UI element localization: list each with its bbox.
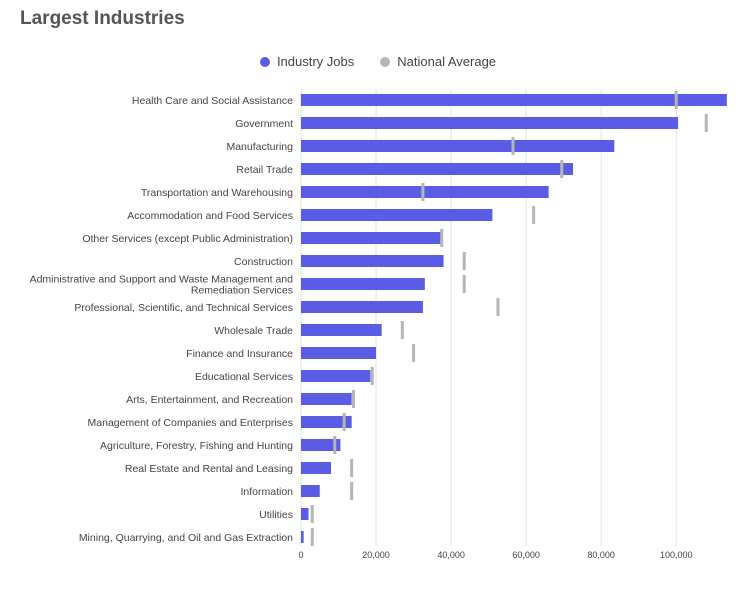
category-label: Government — [235, 118, 293, 130]
x-tick-label: 100,000 — [660, 550, 693, 560]
industry-jobs-bar — [301, 416, 352, 428]
x-tick-label: 80,000 — [587, 550, 615, 560]
industry-jobs-bar — [301, 232, 442, 244]
national-average-marker — [342, 413, 346, 431]
page-title: Largest Industries — [20, 8, 185, 29]
category-label: Agriculture, Forestry, Fishing and Hunti… — [100, 440, 293, 452]
industry-jobs-bar — [301, 324, 382, 336]
national-average-marker — [310, 528, 314, 546]
industry-jobs-bar — [301, 439, 341, 451]
national-average-marker — [462, 275, 466, 293]
industry-jobs-bar — [301, 301, 423, 313]
national-average-marker — [412, 344, 416, 362]
national-average-marker — [421, 183, 425, 201]
category-label: Educational Services — [195, 371, 293, 383]
industry-jobs-bar — [301, 370, 371, 382]
legend-swatch-national-average — [380, 56, 391, 67]
legend-label-industry-jobs: Industry Jobs — [276, 54, 355, 69]
national-average-marker — [350, 482, 354, 500]
national-average-marker — [352, 390, 356, 408]
category-label: Utilities — [259, 509, 293, 521]
industry-jobs-bar — [301, 117, 679, 129]
national-average-marker — [532, 206, 536, 224]
national-average-marker — [462, 252, 466, 270]
legend-swatch-industry-jobs — [259, 56, 270, 67]
category-label: Other Services (except Public Administra… — [82, 233, 293, 245]
national-average-marker — [511, 137, 515, 155]
x-tick-label: 60,000 — [512, 550, 540, 560]
national-average-marker — [440, 229, 444, 247]
national-average-marker — [674, 91, 678, 109]
industry-jobs-bar — [301, 255, 444, 267]
industry-jobs-bar — [301, 485, 320, 497]
industry-jobs-bar — [301, 347, 377, 359]
category-label: Management of Companies and Enterprises — [88, 417, 293, 429]
industry-jobs-bar — [301, 531, 304, 543]
national-average-marker — [560, 160, 564, 178]
legend-item-national-average[interactable]: National Average — [380, 54, 496, 69]
category-label: Information — [240, 486, 293, 498]
industry-jobs-bar — [301, 186, 549, 198]
national-average-marker — [350, 459, 354, 477]
category-label: Arts, Entertainment, and Recreation — [126, 394, 293, 406]
category-label: Accommodation and Food Services — [127, 210, 293, 222]
x-tick-label: 40,000 — [437, 550, 465, 560]
category-label: Wholesale Trade — [214, 325, 293, 337]
industry-jobs-bar — [301, 278, 425, 290]
industry-jobs-bar — [301, 393, 352, 405]
industry-jobs-bar — [301, 209, 493, 221]
national-average-marker — [496, 298, 500, 316]
category-label: Transportation and Warehousing — [141, 187, 293, 199]
industry-jobs-bar — [301, 462, 332, 474]
national-average-marker — [704, 114, 708, 132]
category-label: Administrative and Support and Waste Man… — [30, 274, 294, 297]
category-label: Retail Trade — [236, 164, 293, 176]
category-label: Mining, Quarrying, and Oil and Gas Extra… — [79, 532, 293, 544]
legend-item-industry-jobs[interactable]: Industry Jobs — [259, 54, 355, 69]
category-label: Construction — [234, 256, 293, 268]
category-label: Real Estate and Rental and Leasing — [125, 463, 293, 475]
category-label: Finance and Insurance — [186, 348, 293, 360]
category-label: Health Care and Social Assistance — [132, 95, 293, 107]
national-average-marker — [400, 321, 404, 339]
legend-label-national-average: National Average — [397, 54, 497, 69]
x-tick-label: 0 — [298, 550, 303, 560]
industry-jobs-bar — [301, 94, 727, 106]
national-average-marker — [310, 505, 314, 523]
chart-legend: Industry Jobs National Average — [0, 54, 756, 69]
industry-jobs-bar — [301, 163, 574, 175]
national-average-marker — [370, 367, 374, 385]
industry-jobs-bar — [301, 140, 615, 152]
category-label: Manufacturing — [226, 141, 293, 153]
national-average-marker — [333, 436, 337, 454]
category-label: Professional, Scientific, and Technical … — [74, 302, 293, 314]
industry-jobs-bar — [301, 508, 309, 520]
x-tick-label: 20,000 — [362, 550, 390, 560]
